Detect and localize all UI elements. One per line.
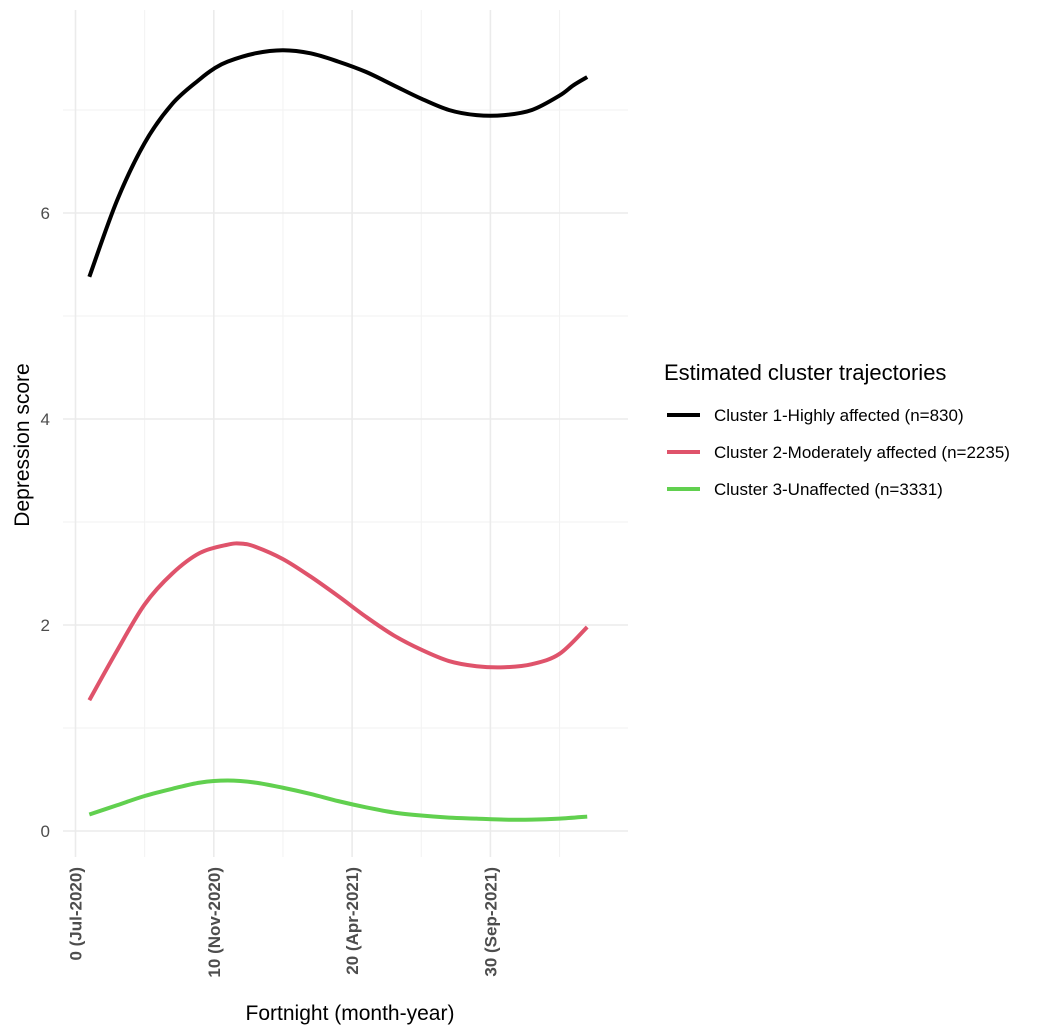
y-axis-title: Depression score — [11, 363, 34, 526]
y-tick-label: 6 — [41, 204, 50, 223]
series-line-cluster-2 — [87, 541, 589, 702]
y-tick-label: 0 — [41, 822, 50, 841]
legend-label-cluster-3: Cluster 3-Unaffected (n=3331) — [714, 480, 943, 499]
x-tick-label: 20 (Apr-2021) — [343, 867, 362, 975]
x-tick-label: 0 (Jul-2020) — [67, 867, 86, 961]
legend-label-cluster-2: Cluster 2-Moderately affected (n=2235) — [714, 443, 1010, 462]
x-tick-label: 30 (Sep-2021) — [481, 867, 500, 977]
series-lines — [87, 48, 589, 822]
legend-title: Estimated cluster trajectories — [664, 360, 946, 385]
x-tick-label: 10 (Nov-2020) — [205, 867, 224, 978]
series-line-cluster-1 — [87, 48, 589, 278]
x-axis-title: Fortnight (month-year) — [246, 1002, 455, 1025]
series-line-cluster-3 — [88, 778, 588, 822]
axis-ticks: 0 (Jul-2020) 10 (Nov-2020) 20 (Apr-2021) 30… — [41, 204, 501, 978]
grid — [63, 10, 628, 857]
y-tick-label: 2 — [41, 616, 50, 635]
y-tick-label: 4 — [41, 410, 50, 429]
legend: Estimated cluster trajectories Cluster 1… — [664, 360, 1010, 499]
legend-label-cluster-1: Cluster 1-Highly affected (n=830) — [714, 406, 964, 425]
